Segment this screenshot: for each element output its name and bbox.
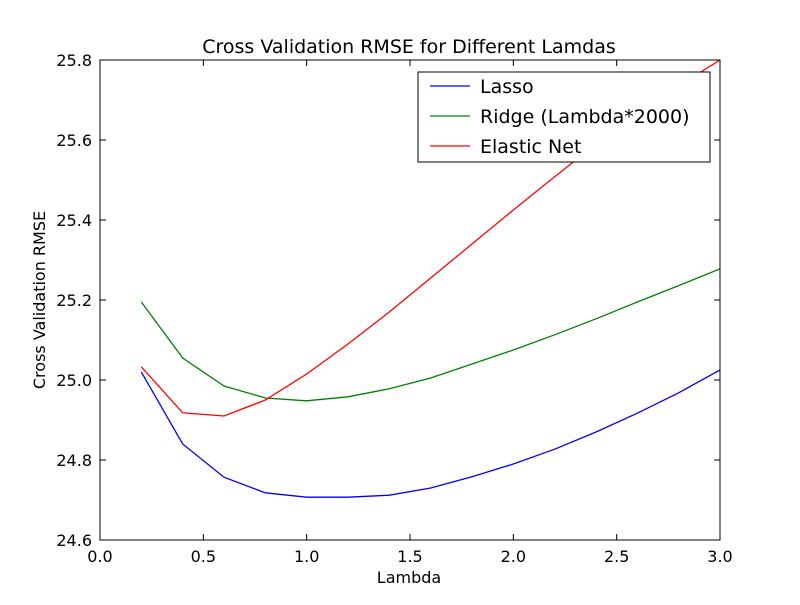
y-tick-label: 25.0 bbox=[56, 371, 92, 390]
legend-label-0: Lasso bbox=[480, 76, 534, 98]
x-axis-label: Lambda bbox=[377, 568, 441, 587]
y-tick-label: 25.8 bbox=[56, 51, 92, 70]
x-tick-label: 1.5 bbox=[397, 547, 422, 566]
y-tick-label: 25.4 bbox=[56, 211, 92, 230]
y-tick-label: 24.8 bbox=[56, 451, 92, 470]
series-line-0 bbox=[140, 369, 720, 498]
series-line-1 bbox=[140, 268, 720, 402]
y-tick-label: 24.6 bbox=[56, 531, 92, 550]
y-tick-label: 25.6 bbox=[56, 131, 92, 150]
y-tick-label: 25.2 bbox=[56, 291, 92, 310]
legend-label-2: Elastic Net bbox=[480, 136, 581, 158]
legend-box bbox=[417, 71, 711, 163]
x-tick-label: 2.0 bbox=[501, 547, 526, 566]
x-tick-label: 0.0 bbox=[87, 547, 112, 566]
x-tick-label: 1.0 bbox=[294, 547, 319, 566]
x-tick-label: 0.5 bbox=[191, 547, 216, 566]
y-axis-label: Cross Validation RMSE bbox=[30, 211, 49, 389]
plot-layer: 0.0 0.5 1.0 1.5 2.0 2.5 3.0 24.6 24.8 25.0 25.2 25.… bbox=[56, 51, 732, 566]
x-tick-label: 3.0 bbox=[707, 547, 732, 566]
legend-label-1: Ridge (Lambda*2000) bbox=[480, 106, 690, 128]
legend: Lasso Ridge (Lambda*2000) Elastic Net bbox=[417, 71, 711, 163]
x-tick-label: 2.5 bbox=[604, 547, 629, 566]
chart-title: Cross Validation RMSE for Different Lamd… bbox=[202, 36, 616, 58]
